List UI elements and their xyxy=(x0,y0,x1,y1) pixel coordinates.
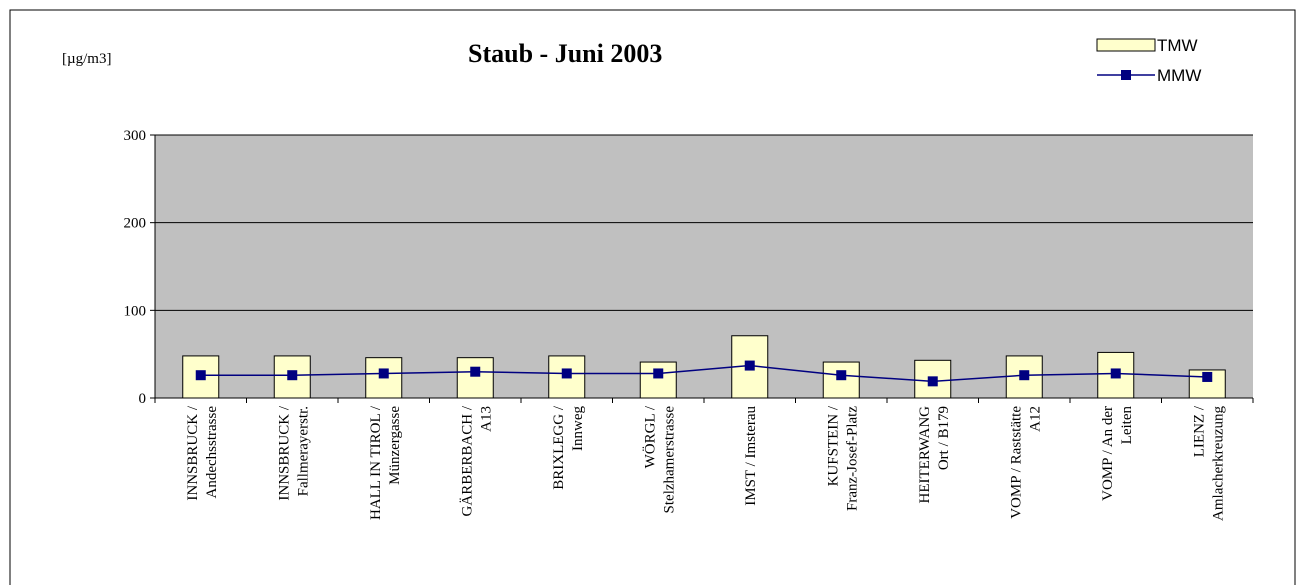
x-tick-label: HALL IN TIROL / Münzergasse xyxy=(368,405,403,520)
marker xyxy=(561,368,572,379)
marker xyxy=(195,370,206,381)
plot-area xyxy=(155,135,1253,398)
x-tick-label: LIENZ / Amlacherkreuzung xyxy=(1191,405,1226,521)
legend-label: TMW xyxy=(1157,36,1198,55)
chart-title: Staub - Juni 2003 xyxy=(468,39,662,68)
bar xyxy=(639,361,677,399)
marker xyxy=(744,360,755,371)
marker xyxy=(378,368,389,379)
x-tick-label: INNSBRUCK / Fallmerayerstr. xyxy=(276,405,311,500)
y-tick-label: 300 xyxy=(124,128,147,144)
y-tick-label: 100 xyxy=(124,303,147,319)
x-tick-label: WÖRGL / Stelzhamerstrasse xyxy=(641,405,677,513)
line xyxy=(200,364,1208,383)
legend-swatch xyxy=(1096,38,1156,52)
y-tick-label: 200 xyxy=(124,216,147,232)
marker xyxy=(1110,368,1121,379)
x-tick-label: IMST / Imsterau xyxy=(743,406,759,506)
bar xyxy=(456,357,494,399)
x-tick-label: HEITERWANG Ort / B179 xyxy=(917,406,952,504)
y-tick-label: 0 xyxy=(139,391,147,407)
bar xyxy=(1097,351,1135,399)
x-tick-label: BRIXLEGG / Innweg xyxy=(551,405,586,490)
unit-label: [µg/m3] xyxy=(62,51,111,67)
marker xyxy=(287,370,298,381)
marker xyxy=(836,370,847,381)
marker xyxy=(1019,370,1030,381)
x-tick-label: VOMP / An der Leiten xyxy=(1100,406,1135,501)
x-tick-label: GÄRBERBACH / A13 xyxy=(458,405,494,516)
marker xyxy=(470,366,481,377)
marker xyxy=(653,368,664,379)
x-tick-label: KUFSTEIN / Franz-Josef-Platz xyxy=(825,405,860,511)
x-tick-label: VOMP / Raststätte A12 xyxy=(1008,406,1043,519)
x-tick-label: INNSBRUCK / Andechsstrasse xyxy=(185,405,220,500)
legend-swatch xyxy=(1121,70,1131,80)
legend-label: MMW xyxy=(1157,66,1201,85)
marker xyxy=(1202,371,1213,382)
marker xyxy=(927,376,938,387)
